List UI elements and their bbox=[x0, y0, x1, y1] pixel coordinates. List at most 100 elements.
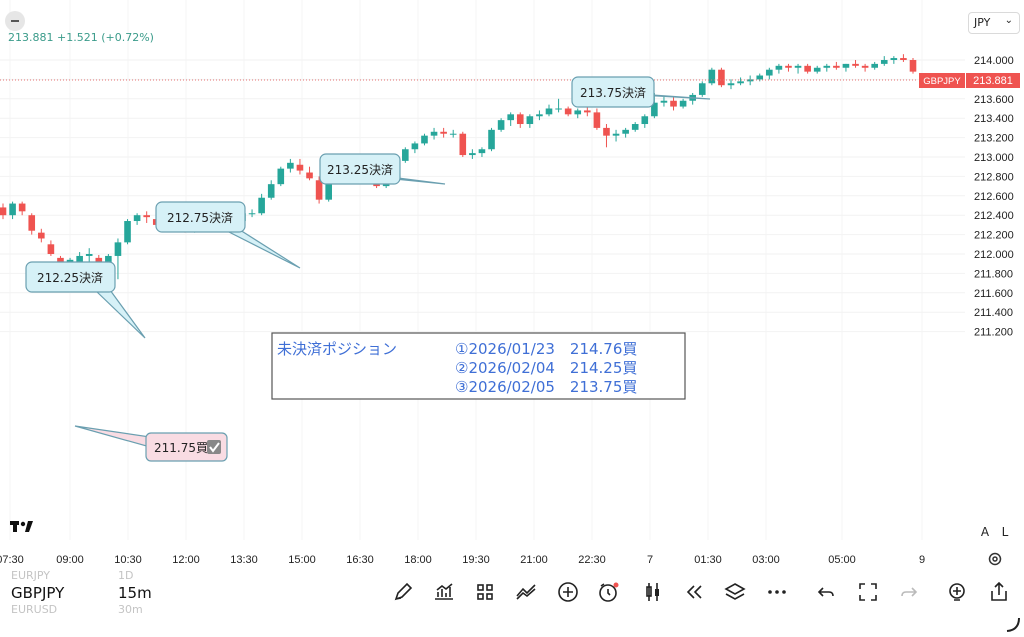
pen-icon[interactable] bbox=[391, 580, 415, 604]
candle-body bbox=[267, 184, 275, 198]
candle-body bbox=[593, 112, 601, 128]
next-symbol[interactable]: EURUSD bbox=[11, 603, 58, 616]
alert-icon[interactable] bbox=[945, 580, 969, 604]
candle-body bbox=[469, 153, 476, 156]
interval-selector[interactable]: 15m bbox=[118, 584, 152, 602]
candle-body bbox=[9, 203, 16, 216]
chevron-down-icon: ⌄ bbox=[1004, 15, 1013, 26]
log-scale-button[interactable]: L bbox=[1001, 525, 1009, 539]
candle-body bbox=[124, 221, 131, 243]
price-change-legend: 213.881 +1.521 (+0.72%) bbox=[8, 31, 154, 44]
candle-body bbox=[766, 69, 773, 76]
alarm-icon[interactable] bbox=[597, 580, 621, 604]
candle-body bbox=[718, 69, 725, 86]
candle-body bbox=[536, 114, 543, 117]
prev-symbol[interactable]: EURJPY bbox=[11, 569, 50, 582]
candle-body bbox=[315, 180, 323, 200]
candle-body bbox=[756, 75, 764, 80]
position-2: ②2026/02/04 214.25買 bbox=[455, 359, 637, 377]
callout-212-25-text: 212.25決済 bbox=[37, 270, 103, 285]
candle-body bbox=[497, 120, 505, 130]
callout-pointer bbox=[224, 229, 301, 269]
candle-body bbox=[325, 176, 332, 200]
currency-selector[interactable]: JPY ⌄ bbox=[968, 12, 1020, 34]
check-icon bbox=[207, 440, 221, 454]
candle-body bbox=[737, 81, 744, 84]
symbol-selector[interactable]: GBPJPY bbox=[11, 584, 65, 602]
candle-body bbox=[133, 215, 141, 222]
callout-212-25 bbox=[25, 261, 116, 293]
callout-213-25 bbox=[319, 153, 401, 185]
candle-body bbox=[651, 102, 658, 117]
collapse-legend-button[interactable] bbox=[5, 11, 25, 31]
candle-body bbox=[430, 131, 438, 136]
time-axis-label: 16:30 bbox=[346, 554, 374, 566]
price-axis-label: 211.400 bbox=[974, 307, 1013, 319]
time-axis-label: 15:00 bbox=[288, 554, 316, 566]
candle-body bbox=[488, 129, 495, 150]
price-axis-label: 211.600 bbox=[974, 288, 1013, 300]
strategy-icon[interactable] bbox=[514, 580, 538, 604]
more-icon[interactable] bbox=[765, 580, 789, 604]
candle-body bbox=[85, 254, 93, 256]
candle-body bbox=[670, 100, 677, 107]
candle-body bbox=[258, 197, 265, 214]
time-axis-label: 9 bbox=[919, 554, 925, 566]
replay-icon[interactable] bbox=[682, 580, 706, 604]
callout-213-75-text: 213.75決済 bbox=[580, 85, 646, 100]
price-axis-label: 212.000 bbox=[974, 249, 1014, 261]
candle-body bbox=[660, 100, 668, 103]
price-chart[interactable]: 214.000213.800213.600213.400213.200213.0… bbox=[0, 0, 1024, 567]
position-3: ③2026/02/05 213.75買 bbox=[455, 378, 637, 396]
grid-icon[interactable] bbox=[473, 580, 497, 604]
undo-icon[interactable] bbox=[814, 580, 838, 604]
candle-body bbox=[38, 232, 45, 239]
candle-body bbox=[0, 207, 7, 216]
price-axis-label: 213.400 bbox=[974, 113, 1014, 125]
candle-body bbox=[478, 149, 486, 154]
time-axis-label: 12:00 bbox=[172, 554, 200, 566]
share-icon[interactable] bbox=[987, 580, 1011, 604]
callout-212-75-text: 212.75決済 bbox=[167, 210, 233, 225]
candle-type-icon[interactable] bbox=[641, 580, 665, 604]
candle-body bbox=[823, 65, 831, 68]
callout-212-75 bbox=[155, 201, 246, 233]
prev-interval[interactable]: 1D bbox=[118, 569, 134, 582]
currency-label: JPY bbox=[974, 16, 991, 29]
time-axis-label: 01:30 bbox=[694, 554, 722, 566]
candle-body bbox=[612, 133, 620, 136]
candle-body bbox=[890, 58, 898, 60]
positions-title: 未決済ポジション bbox=[277, 340, 397, 358]
positions-box bbox=[271, 332, 686, 400]
position-1: ①2026/01/23 214.76買 bbox=[455, 340, 637, 358]
time-axis-label: 03:00 bbox=[752, 554, 780, 566]
price-axis-label: 212.200 bbox=[974, 230, 1014, 242]
time-axis-label: 10:30 bbox=[114, 554, 142, 566]
candle-body bbox=[564, 108, 572, 115]
redo-icon[interactable] bbox=[897, 580, 921, 604]
layers-icon[interactable] bbox=[723, 580, 747, 604]
resize-handle-icon[interactable] bbox=[1004, 616, 1022, 634]
candle-body bbox=[114, 242, 122, 256]
candle-body bbox=[727, 83, 735, 86]
buy-label-text: 211.75買 bbox=[154, 441, 208, 455]
candle-body bbox=[785, 65, 792, 68]
indicators-icon[interactable] bbox=[432, 580, 456, 604]
candle-body bbox=[95, 257, 103, 264]
current-symbol-label: GBPJPY bbox=[923, 76, 961, 87]
buy-pointer bbox=[74, 425, 151, 448]
plus-icon[interactable] bbox=[556, 580, 580, 604]
candle-body bbox=[516, 114, 524, 125]
candle-body bbox=[287, 162, 294, 169]
candle-body bbox=[76, 255, 83, 262]
candle-body bbox=[507, 114, 514, 121]
fullscreen-icon[interactable] bbox=[856, 580, 880, 604]
next-interval[interactable]: 30m bbox=[118, 603, 143, 616]
gear-icon[interactable] bbox=[987, 551, 1003, 567]
candle-body bbox=[708, 69, 716, 84]
candle-body bbox=[277, 168, 285, 185]
candle-body bbox=[842, 63, 850, 68]
bottom-toolbar: EURJPY 1D GBPJPY 15m EURUSD 30m bbox=[0, 567, 1024, 637]
auto-scale-button[interactable]: A bbox=[980, 525, 990, 539]
